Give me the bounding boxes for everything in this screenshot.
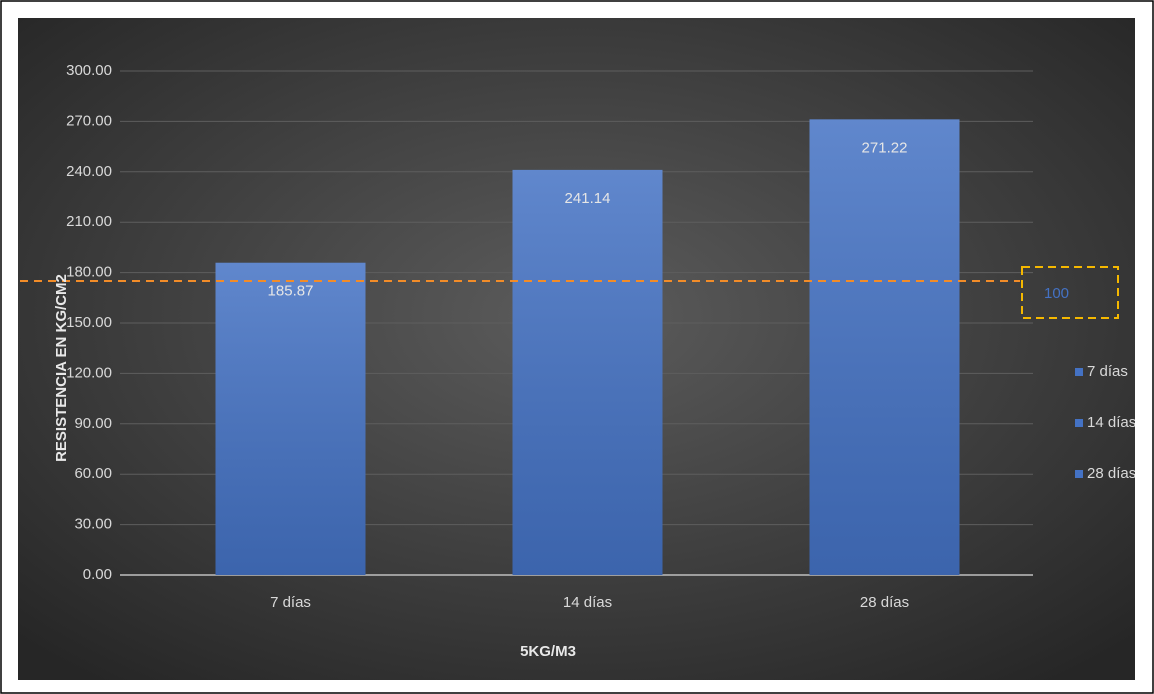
- x-tick-label: 14 días: [563, 594, 612, 611]
- y-axis-title: RESISTENCIA EN KG/CM2: [53, 274, 70, 462]
- legend-swatch: [1075, 368, 1083, 376]
- y-tick-label: 0.00: [83, 566, 112, 583]
- annotation: 100: [1044, 285, 1069, 302]
- legend-swatch: [1075, 419, 1083, 427]
- bar-shade: [215, 262, 366, 575]
- bar-shade: [512, 169, 663, 575]
- y-tick-label: 30.00: [74, 516, 112, 533]
- y-tick-label: 300.00: [66, 62, 112, 79]
- y-tick-label: 90.00: [74, 415, 112, 432]
- bar-shade: [809, 119, 960, 575]
- y-tick-label: 60.00: [74, 465, 112, 482]
- legend-label: 7 días: [1087, 363, 1128, 380]
- y-tick-label: 120.00: [66, 364, 112, 381]
- legend-swatch: [1075, 470, 1083, 478]
- y-tick-label: 240.00: [66, 163, 112, 180]
- y-tick-label: 270.00: [66, 112, 112, 129]
- x-tick-label: 7 días: [270, 594, 311, 611]
- plot: 0.00 30.00 60.00 90.00 120.00 150.00 180.00 210…: [20, 62, 1136, 611]
- y-tick-label: 150.00: [66, 314, 112, 331]
- annotation-box: [1021, 266, 1119, 319]
- legend-label: 14 días: [1087, 414, 1136, 431]
- y-tick-label: 210.00: [66, 213, 112, 230]
- y-tick-label: 180.00: [66, 264, 112, 281]
- data-label: 241.14: [565, 190, 611, 207]
- data-label: 185.87: [268, 283, 314, 300]
- x-axis-title: 5KG/M3: [520, 643, 576, 660]
- x-tick-label: 28 días: [860, 594, 909, 611]
- legend-label: 28 días: [1087, 465, 1136, 482]
- data-label: 271.22: [862, 139, 908, 156]
